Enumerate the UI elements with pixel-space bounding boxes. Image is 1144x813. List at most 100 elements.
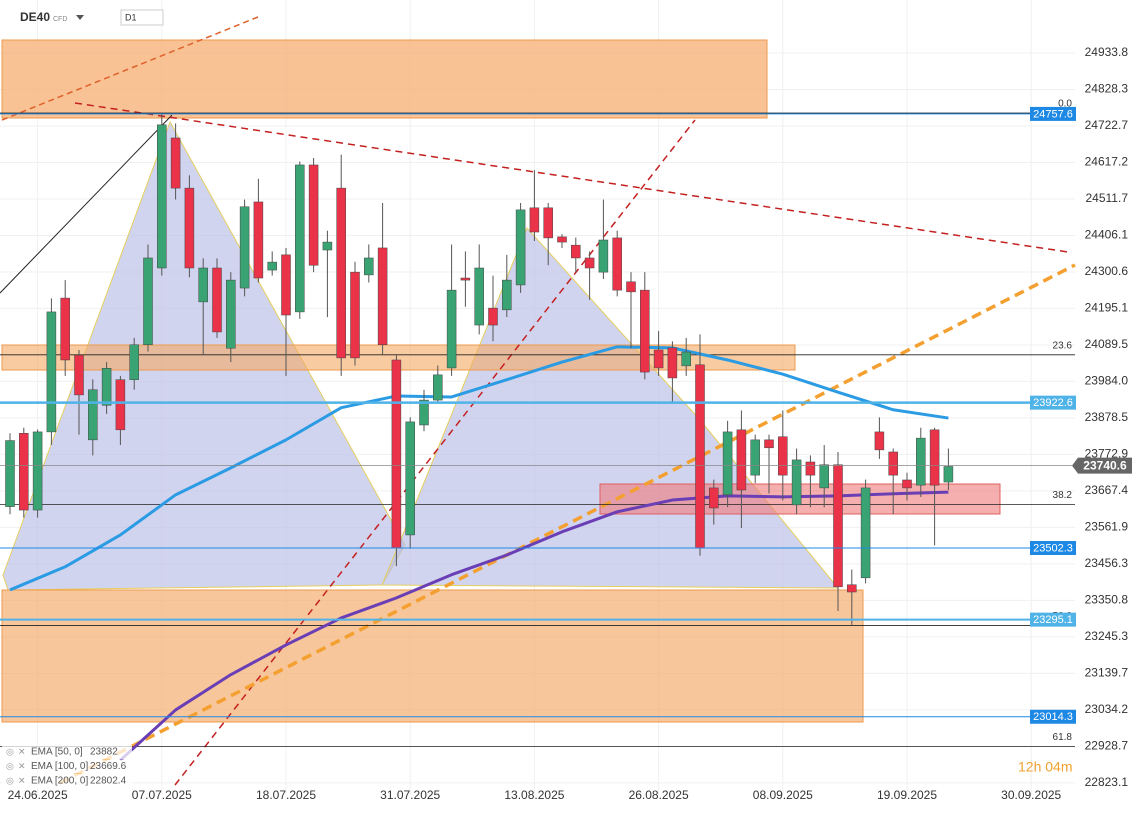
candle-body (377, 247, 388, 346)
legend-bg (2, 774, 132, 788)
y-tick-label: 22823.1 (1085, 775, 1129, 789)
fib-label: 61.8 (1053, 732, 1073, 743)
candle-body (364, 257, 374, 276)
candle-body (860, 487, 871, 579)
candle-body (308, 164, 319, 266)
candle-body (681, 351, 691, 367)
candle-body (640, 289, 650, 373)
candle-body (32, 431, 43, 511)
x-tick-label: 07.07.2025 (132, 788, 192, 802)
timer: 12h 04m (1018, 759, 1072, 775)
legend-value: 22802.4 (90, 776, 127, 787)
legend-bg (2, 759, 132, 774)
x-tick-label: 13.08.2025 (504, 788, 564, 802)
candle-body (791, 459, 802, 506)
legend-icon: ✕ (18, 775, 26, 785)
legend-icon: ◎ (6, 746, 14, 756)
candle-body (460, 277, 471, 281)
legend-name: EMA [100, 0] (31, 761, 88, 772)
y-tick-label: 23456.3 (1085, 556, 1129, 570)
level-badge (1030, 395, 1076, 410)
candle-body (129, 344, 139, 380)
candle-body (74, 354, 84, 396)
candle-body (391, 359, 402, 549)
candle-body (253, 201, 264, 279)
candle-body (405, 421, 415, 536)
fib-label: 23.6 (1053, 340, 1073, 351)
level-label: 23922.6 (1033, 397, 1073, 409)
candle-body (226, 279, 236, 349)
level-label: 23014.3 (1033, 711, 1073, 723)
dashed-line (174, 119, 696, 786)
timeframe-box[interactable] (120, 9, 164, 26)
marks (0, 112, 1075, 762)
y-tick-label: 24828.3 (1085, 82, 1129, 96)
candle-body (709, 487, 719, 509)
candle-body (143, 257, 153, 346)
candle-body (778, 436, 788, 476)
y-tick-label: 24722.7 (1085, 118, 1129, 132)
candle-body (598, 239, 609, 273)
candle-body (19, 433, 29, 511)
instrument: CFD (53, 16, 67, 23)
price-label: 23740.6 (1083, 458, 1127, 472)
symbol: DE40 (20, 10, 50, 24)
candle-body (157, 124, 167, 269)
candle-body (543, 207, 553, 239)
candle-body (170, 137, 181, 189)
x-tick-label: 08.09.2025 (753, 788, 813, 802)
candle-body (488, 307, 498, 326)
candle-body (474, 267, 484, 326)
y-tick-label: 23139.7 (1085, 666, 1129, 680)
y-tick-label: 24195.1 (1085, 301, 1129, 315)
level-badge (1030, 612, 1076, 627)
candle-body (433, 374, 443, 401)
legend-icon: ◎ (6, 775, 14, 785)
y-tick-label: 24089.5 (1085, 337, 1129, 351)
candle-body (584, 257, 595, 269)
candle-body (929, 429, 940, 486)
level-label: 24757.6 (1033, 108, 1073, 120)
y-tick-label: 23561.9 (1085, 520, 1129, 534)
dropdown-icon[interactable] (76, 15, 84, 20)
legend-value: 23882 (90, 747, 118, 758)
y-tick-label: 23984.0 (1085, 374, 1129, 388)
x-tick-label: 18.07.2025 (256, 788, 316, 802)
candle-body (764, 439, 774, 449)
y-tick-label: 24406.1 (1085, 228, 1129, 242)
candle-body (322, 241, 333, 251)
candle-body (736, 429, 747, 491)
candle-body (667, 347, 678, 379)
candle-body (916, 437, 926, 486)
y-tick-label: 24300.6 (1085, 264, 1129, 278)
candle-body (529, 207, 540, 233)
candle-body (943, 466, 954, 483)
fib-label: 0.0 (1058, 99, 1072, 110)
candle-body (350, 271, 360, 359)
price-badge (1072, 457, 1132, 474)
candle-body (5, 440, 15, 507)
candle-body (419, 399, 429, 426)
candle-body (502, 279, 512, 311)
candle-body (612, 237, 622, 291)
legend-icon: ✕ (18, 746, 26, 756)
candle-body (833, 464, 843, 588)
trend-line (0, 114, 173, 294)
x-tick-label: 26.08.2025 (629, 788, 689, 802)
legend-icon: ✕ (18, 761, 26, 771)
candle-body (819, 464, 829, 489)
level-badge (1030, 709, 1076, 724)
candle-body (515, 209, 526, 286)
timeframe[interactable]: D1 (125, 12, 137, 22)
legend-bg (2, 745, 132, 759)
candle-body (295, 164, 305, 313)
candle-body (115, 379, 126, 431)
legend-value: 23669.6 (90, 761, 127, 772)
candle-body (184, 187, 195, 269)
fib-label: 38.2 (1053, 490, 1073, 501)
candle-body (60, 297, 70, 361)
legend-name: EMA [50, 0] (31, 747, 83, 758)
candle-body (653, 349, 664, 369)
candle-body (336, 187, 346, 359)
candle-body (750, 439, 760, 476)
